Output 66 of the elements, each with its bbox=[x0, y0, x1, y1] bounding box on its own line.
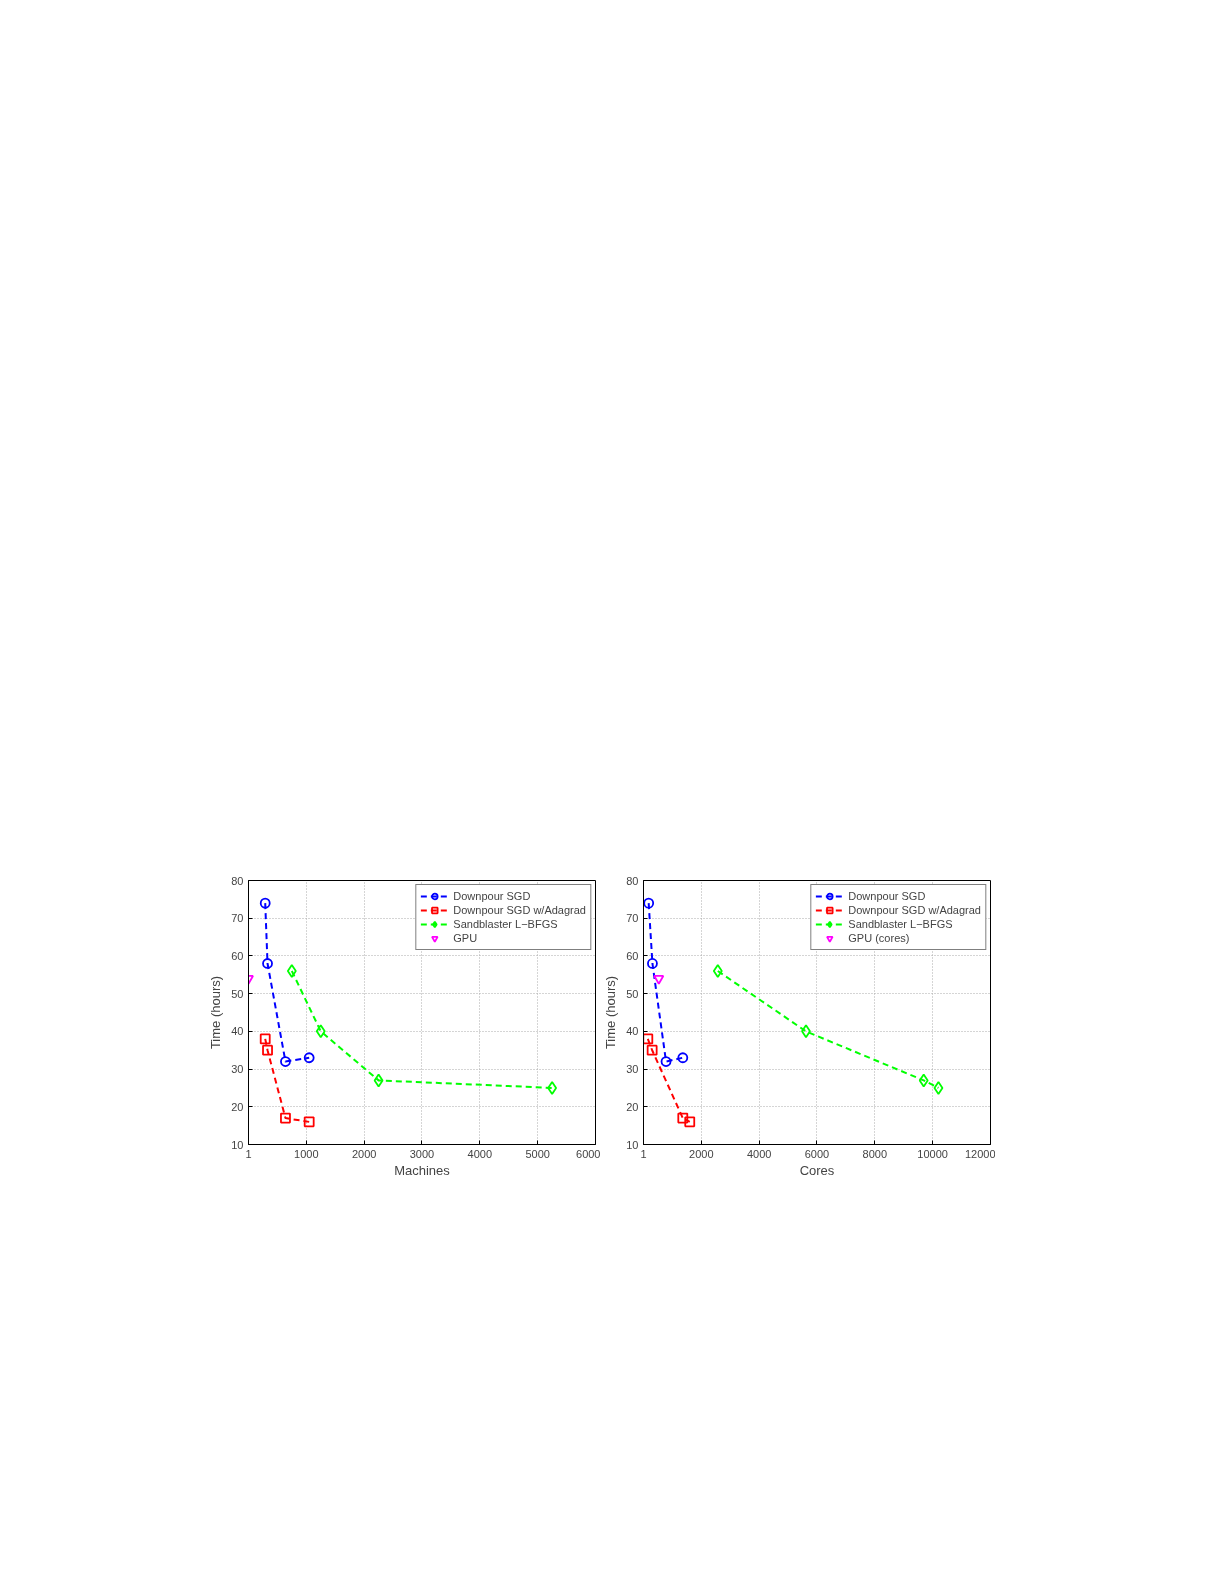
y-tick-label: 40 bbox=[626, 1025, 639, 1038]
point bbox=[653, 975, 665, 985]
x-axis-title: Cores bbox=[799, 1162, 835, 1178]
y-tick-label: 10 bbox=[231, 1138, 244, 1151]
x-tick-label: 6000 bbox=[804, 1147, 830, 1160]
y-tick-label: 10 bbox=[626, 1138, 639, 1151]
point bbox=[933, 1081, 944, 1095]
point bbox=[684, 1116, 696, 1128]
x-tick-label: 6000 bbox=[576, 1147, 601, 1160]
point bbox=[712, 964, 723, 978]
point bbox=[303, 1116, 315, 1128]
point bbox=[547, 1081, 558, 1095]
point bbox=[918, 1073, 929, 1088]
x-tick-label: 4000 bbox=[467, 1147, 493, 1160]
point bbox=[643, 1033, 654, 1045]
legend-label: Downpour SGD w/Adagrad bbox=[453, 903, 586, 917]
legend-label: Sandblaster L−BFGS bbox=[848, 917, 953, 931]
x-tick-label: 8000 bbox=[862, 1147, 888, 1160]
x-tick-label: 12000 bbox=[964, 1147, 996, 1160]
legend-label: GPU bbox=[453, 931, 478, 945]
point bbox=[286, 964, 297, 978]
point bbox=[677, 1052, 689, 1064]
point bbox=[262, 958, 273, 969]
y-tick-label: 50 bbox=[231, 987, 244, 1000]
legend-label: Downpour SGD bbox=[453, 889, 531, 903]
y-tick-label: 80 bbox=[626, 874, 639, 887]
y-tick-label: 60 bbox=[626, 949, 639, 962]
point bbox=[280, 1056, 291, 1067]
point bbox=[303, 1052, 315, 1064]
point bbox=[646, 1044, 658, 1056]
point bbox=[643, 897, 655, 909]
point bbox=[262, 1044, 273, 1056]
y-tick-label: 30 bbox=[626, 1063, 639, 1076]
y-tick-label: 70 bbox=[231, 912, 244, 925]
y-tick-label: 20 bbox=[231, 1100, 244, 1113]
x-tick-label: 2000 bbox=[689, 1147, 714, 1160]
x-tick-label: 3000 bbox=[409, 1147, 435, 1160]
y-axis-title: Time (hours) bbox=[208, 975, 224, 1050]
y-tick-label: 80 bbox=[231, 874, 244, 887]
y-tick-label: 50 bbox=[626, 987, 639, 1000]
point bbox=[373, 1073, 384, 1088]
y-tick-label: 70 bbox=[626, 912, 639, 925]
x-tick-label: 1 bbox=[245, 1147, 252, 1160]
y-tick-label: 40 bbox=[231, 1025, 244, 1038]
legend-label: Sandblaster L−BFGS bbox=[453, 917, 558, 931]
legend-label: Downpour SGD bbox=[848, 889, 926, 903]
legend-label: Downpour SGD w/Adagrad bbox=[848, 903, 981, 917]
point bbox=[660, 1056, 672, 1067]
legend-label: GPU (cores) bbox=[848, 931, 910, 945]
x-tick-label: 1 bbox=[640, 1147, 647, 1160]
x-axis-title: Machines bbox=[394, 1162, 451, 1178]
y-tick-label: 20 bbox=[626, 1100, 639, 1113]
y-axis-title: Time (hours) bbox=[603, 975, 619, 1050]
point bbox=[259, 897, 271, 909]
x-tick-label: 10000 bbox=[917, 1147, 948, 1160]
x-tick-label: 2000 bbox=[351, 1147, 377, 1160]
point bbox=[315, 1024, 326, 1039]
point bbox=[280, 1112, 291, 1124]
x-tick-label: 5000 bbox=[525, 1147, 550, 1160]
y-tick-label: 30 bbox=[231, 1063, 244, 1076]
x-tick-label: 1000 bbox=[294, 1147, 319, 1160]
point bbox=[677, 1112, 689, 1124]
x-tick-label: 4000 bbox=[746, 1147, 772, 1160]
point bbox=[259, 1033, 271, 1045]
y-tick-label: 60 bbox=[231, 949, 244, 962]
point bbox=[647, 958, 658, 969]
